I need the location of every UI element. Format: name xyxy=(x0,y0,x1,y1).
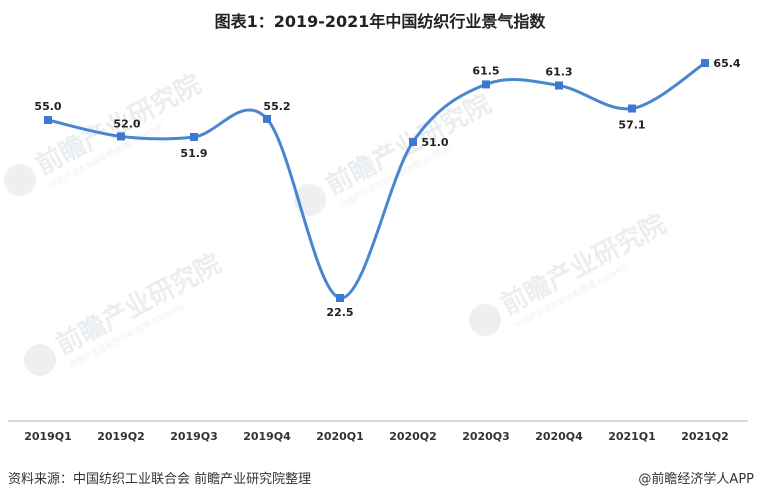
x-tick-label: 2020Q4 xyxy=(535,430,583,443)
data-marker xyxy=(190,132,198,141)
x-tick-label: 2020Q3 xyxy=(462,430,510,443)
source-note: 资料来源：中国纺织工业联合会 前瞻产业研究院整理 xyxy=(8,472,312,487)
line-chart: 前瞻产业研究院 中国产业咨询领导者(股票:839599) 前瞻产业研究院 中国产… xyxy=(3,57,748,443)
x-tick-label: 2020Q1 xyxy=(316,430,364,443)
data-marker xyxy=(44,116,52,124)
chart-title: 图表1：2019-2021年中国纺织行业景气指数 xyxy=(214,12,546,31)
data-marker xyxy=(117,132,125,141)
svg-text:前瞻产业研究院: 前瞻产业研究院 xyxy=(51,248,226,361)
data-marker xyxy=(555,81,563,90)
value-labels: 55.0 52.0 51.9 55.2 22.5 51.0 61.5 61.3 57.1 65.4 xyxy=(34,57,740,319)
x-tick-label: 2021Q1 xyxy=(608,430,656,443)
value-label: 57.1 xyxy=(618,118,645,131)
series-line xyxy=(46,61,707,300)
x-tick-label: 2020Q2 xyxy=(389,430,437,443)
data-marker xyxy=(482,80,490,89)
data-marker xyxy=(701,59,709,68)
value-label: 61.3 xyxy=(545,65,572,78)
x-tick-label: 2021Q2 xyxy=(681,430,729,443)
value-label: 51.9 xyxy=(180,147,207,160)
data-marker xyxy=(628,104,636,113)
value-label: 52.0 xyxy=(113,117,140,130)
value-label: 61.5 xyxy=(472,64,499,77)
data-marker xyxy=(336,294,344,302)
credit-note: @前瞻经济学人APP xyxy=(638,472,754,487)
x-tick-label: 2019Q1 xyxy=(24,430,72,443)
value-label: 22.5 xyxy=(326,306,353,319)
value-label: 55.2 xyxy=(263,100,290,113)
svg-text:前瞻产业研究院: 前瞻产业研究院 xyxy=(321,88,496,201)
data-marker xyxy=(263,114,271,123)
data-marker xyxy=(409,137,417,146)
value-label: 65.4 xyxy=(713,57,740,70)
data-markers xyxy=(44,59,709,302)
watermark: 前瞻产业研究院 中国产业咨询领导者(股票:839599) 前瞻产业研究院 中国产… xyxy=(3,68,671,376)
svg-text:前瞻产业研究院: 前瞻产业研究院 xyxy=(496,208,671,321)
x-axis-tick-labels: 2019Q1 2019Q2 2019Q3 2019Q4 2020Q1 2020Q2 2020… xyxy=(24,430,729,443)
value-label: 51.0 xyxy=(421,136,448,149)
x-tick-label: 2019Q2 xyxy=(97,430,145,443)
x-tick-label: 2019Q4 xyxy=(243,430,291,443)
value-label: 55.0 xyxy=(34,100,61,113)
x-tick-label: 2019Q3 xyxy=(170,430,218,443)
